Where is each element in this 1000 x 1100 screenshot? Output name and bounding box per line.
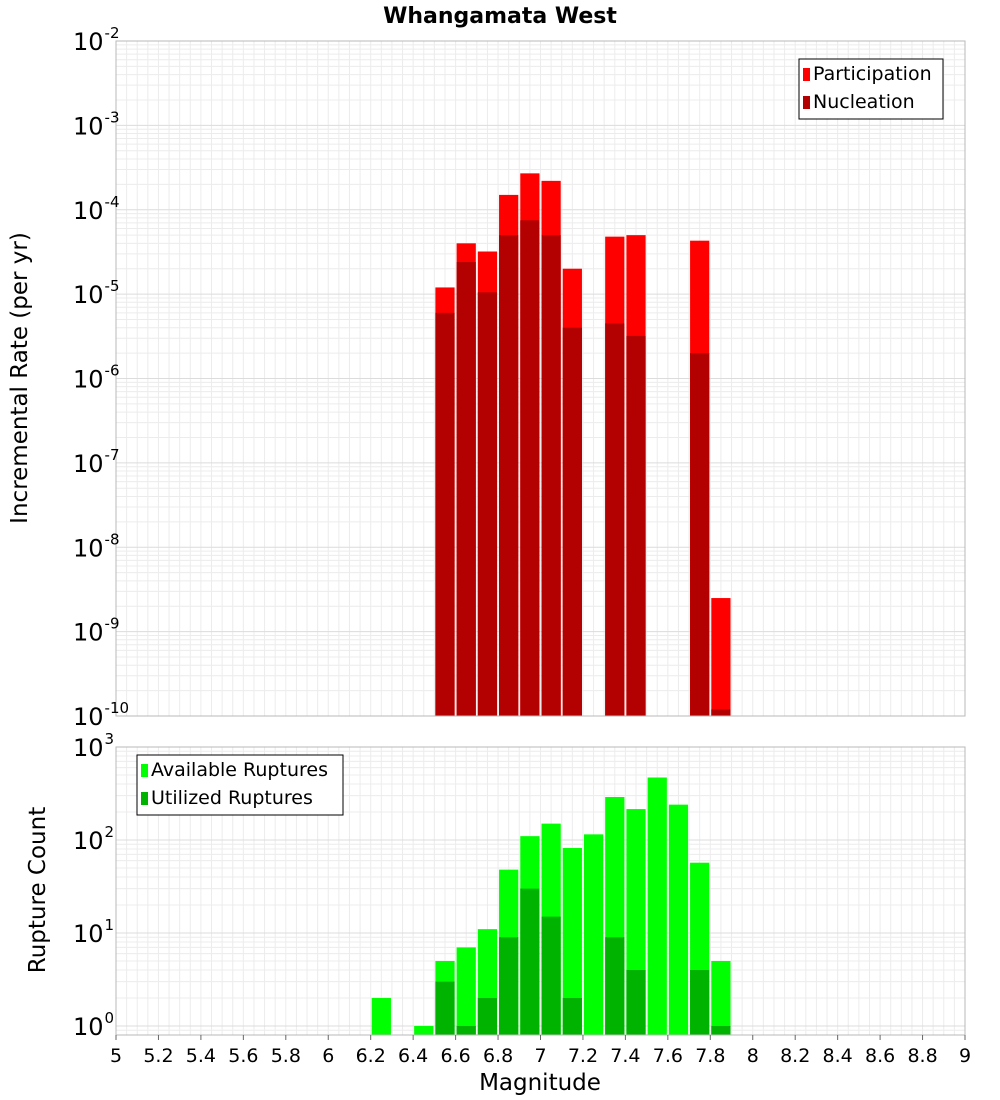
x-tick-label: 5.6 [228,1045,258,1067]
bar-nucleation [562,327,582,716]
x-tick-label: 6.6 [440,1045,470,1067]
x-tick-label: 6.4 [398,1045,428,1067]
x-tick-label: 5 [110,1045,122,1067]
x-tick-label: 7.4 [610,1045,640,1067]
y-tick-label: 10-8 [73,530,120,562]
bar-available-ruptures [583,834,604,1035]
x-tick-label: 9 [959,1045,971,1067]
x-tick-label: 6.2 [356,1045,386,1067]
bar-utilized-ruptures [477,997,498,1035]
x-tick-label: 8.2 [780,1045,810,1067]
bar-nucleation [435,312,455,716]
bar-utilized-ruptures [711,1025,731,1035]
x-tick-label: 5.2 [143,1045,173,1067]
bar-participation [711,598,731,716]
bar-nucleation [626,335,646,716]
bar-utilized-ruptures [541,916,561,1035]
legend-swatch [141,764,148,777]
y-tick-label: 10-7 [73,446,120,478]
legend-label: Utilized Ruptures [151,787,313,809]
bar-available-ruptures [647,777,667,1035]
top-y-axis-label: Incremental Rate (per yr) [7,232,33,524]
bar-available-ruptures [711,960,731,1035]
x-tick-label: 5.4 [186,1045,216,1067]
x-tick-label: 8.4 [823,1045,853,1067]
y-tick-label: 10-5 [73,277,120,309]
x-tick-label: 8.6 [865,1045,895,1067]
y-tick-label: 10-4 [73,193,120,225]
y-tick-label: 102 [73,823,114,855]
x-tick-label: 8.8 [907,1045,937,1067]
y-tick-label: 10-2 [73,24,120,56]
y-tick-label: 10-6 [73,362,120,394]
bar-available-ruptures [414,1025,434,1035]
bars-layer [371,173,731,1035]
bar-utilized-ruptures [562,997,582,1035]
legend-swatch [141,792,148,805]
x-tick-label: 7.2 [568,1045,598,1067]
bar-nucleation [690,353,710,716]
bar-utilized-ruptures [520,888,540,1035]
y-tick-label: 103 [73,730,114,762]
bar-utilized-ruptures [605,937,625,1035]
bar-utilized-ruptures [499,937,519,1035]
bar-utilized-ruptures [626,969,646,1035]
legend-box [798,58,944,120]
bar-available-ruptures [668,804,689,1035]
y-tick-label: 10-10 [73,699,129,731]
legend-swatch [803,68,810,81]
y-tick-label: 10-9 [73,615,120,647]
y-tick-label: 10-3 [73,108,120,140]
y-tick-label: 101 [73,916,114,948]
legend-box [136,754,344,816]
x-tick-label: 6.8 [483,1045,513,1067]
legend-label: Available Ruptures [151,759,328,781]
text-layer: Whangamata West Incremental Rate (per yr… [7,4,617,1096]
bar-nucleation [605,323,625,716]
bar-utilized-ruptures [690,969,710,1035]
bar-utilized-ruptures [456,1025,476,1035]
legend-label: Nucleation [813,91,915,113]
legend-layer: Participation Nucleation Available Rupture… [136,58,944,816]
chart-title: Whangamata West [383,4,617,29]
bar-nucleation [456,262,476,716]
bar-available-ruptures [371,997,391,1035]
x-tick-label: 5.8 [271,1045,301,1067]
bar-nucleation [477,292,498,716]
bar-utilized-ruptures [435,981,455,1035]
x-tick-label: 8 [747,1045,759,1067]
y-tick-label: 100 [73,1009,114,1041]
bar-available-ruptures [456,947,476,1035]
bar-available-ruptures [562,848,582,1035]
x-tick-label: 7.6 [653,1045,683,1067]
legend-swatch [803,96,810,109]
x-tick-label: 7.8 [695,1045,725,1067]
bar-nucleation [711,709,731,716]
bar-nucleation [541,235,561,716]
bottom-y-axis-label: Rupture Count [25,807,51,973]
grid-layer [115,41,966,1036]
legend-label: Participation [813,63,932,85]
x-tick-label: 6 [322,1045,334,1067]
x-axis-label: Magnitude [479,1070,601,1096]
plot-frame [115,40,966,717]
bar-nucleation [520,220,540,717]
x-tick-label: 7 [534,1045,546,1067]
bar-nucleation [499,235,519,716]
